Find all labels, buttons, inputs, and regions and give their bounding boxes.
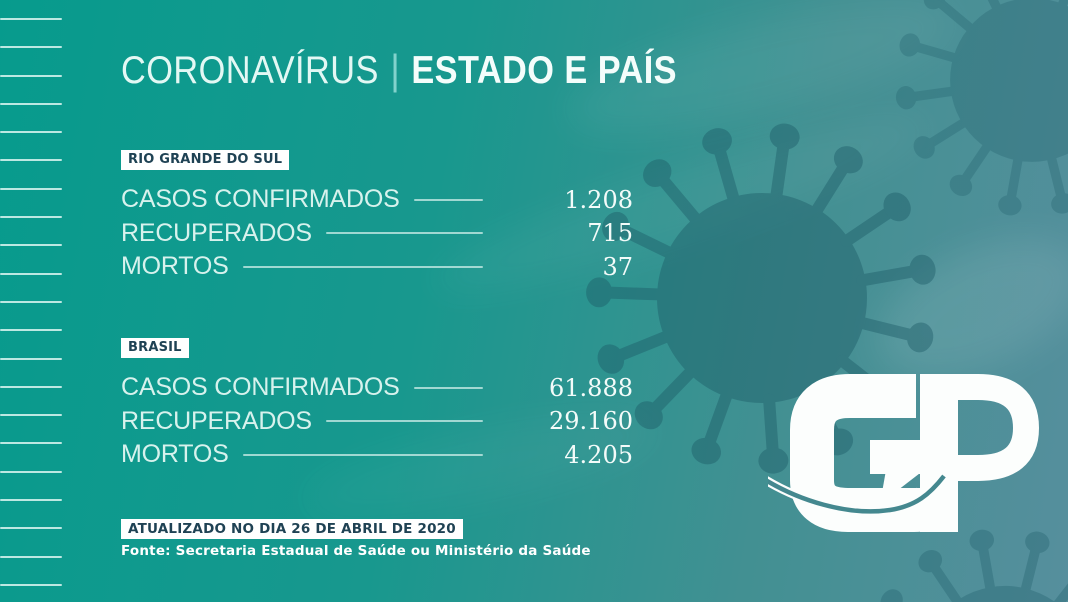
- stat-label: RECUPERADOS: [121, 218, 312, 247]
- title-coronavirus: CORONAVÍRUS: [121, 49, 379, 92]
- footer: ATUALIZADO NO DIA 26 DE ABRIL DE 2020 Fo…: [121, 519, 591, 559]
- logo-swoosh-outline: [768, 473, 948, 516]
- logo-letter-p-stem: [920, 374, 958, 532]
- tick-line: [0, 159, 62, 162]
- stat-rows: CASOS CONFIRMADOS 61.888 RECUPERADOS 29.…: [121, 371, 633, 472]
- title-estado-e-pais: ESTADO E PAÍS: [411, 49, 678, 92]
- stat-label: MORTOS: [121, 440, 229, 469]
- tick-line: [0, 300, 62, 303]
- stat-label: RECUPERADOS: [121, 406, 312, 435]
- stat-label: MORTOS: [121, 252, 229, 281]
- leader-line: [413, 198, 483, 201]
- stat-value: 4.205: [564, 440, 633, 469]
- stat-label: CASOS CONFIRMADOS: [121, 185, 400, 214]
- leader-line: [242, 265, 483, 268]
- stat-value: 1.208: [564, 185, 633, 214]
- section-brasil: BRASIL CASOS CONFIRMADOS 61.888 RECUPERA…: [121, 338, 633, 472]
- stat-row: CASOS CONFIRMADOS 1.208: [121, 183, 633, 217]
- section-badge-brasil: BRASIL: [121, 338, 189, 358]
- stat-row: MORTOS 4.205: [121, 438, 633, 472]
- logo-g-bar: [870, 440, 934, 474]
- stat-row: RECUPERADOS 29.160: [121, 405, 633, 439]
- source-text: Fonte: Secretaria Estadual de Saúde ou M…: [121, 543, 591, 559]
- logo-letter-p-bowl: [936, 374, 1040, 481]
- leader-line: [413, 386, 483, 389]
- tick-line: [0, 499, 62, 502]
- tick-line: [0, 583, 62, 586]
- tick-line: [0, 102, 62, 105]
- tick-line: [0, 385, 62, 388]
- tick-lines: [0, 18, 62, 586]
- title-separator: |: [390, 45, 400, 93]
- leader-line: [325, 232, 483, 235]
- logo-g-arrow: [880, 470, 924, 504]
- light-streak: [856, 210, 1068, 405]
- tick-line: [0, 244, 62, 247]
- stat-value: 61.888: [549, 373, 633, 402]
- tick-line: [0, 329, 62, 332]
- tick-line: [0, 442, 62, 445]
- logo-letter-g: [790, 374, 956, 532]
- stat-row: MORTOS 37: [121, 250, 633, 284]
- stat-value: 29.160: [549, 407, 633, 436]
- tick-line: [0, 18, 62, 20]
- section-rio-grande-do-sul: RIO GRANDE DO SUL CASOS CONFIRMADOS 1.20…: [121, 150, 633, 284]
- stat-row: CASOS CONFIRMADOS 61.888: [121, 371, 633, 405]
- stat-row: RECUPERADOS 715: [121, 217, 633, 251]
- logo-swoosh-cut: [768, 474, 946, 514]
- stat-value: 715: [587, 219, 633, 248]
- tick-line: [0, 470, 62, 473]
- tick-line: [0, 357, 62, 360]
- page-title: CORONAVÍRUS | ESTADO E PAÍS: [121, 45, 678, 93]
- tick-line: [0, 216, 62, 219]
- tick-line: [0, 187, 62, 190]
- leader-line: [242, 453, 483, 456]
- leader-line: [325, 420, 483, 423]
- tick-line: [0, 74, 62, 77]
- tick-line: [0, 555, 62, 558]
- tick-line: [0, 414, 62, 417]
- tick-line: [0, 46, 62, 49]
- tick-line: [0, 131, 62, 134]
- tick-line: [0, 527, 62, 530]
- tick-line: [0, 272, 62, 275]
- updated-badge: ATUALIZADO NO DIA 26 DE ABRIL DE 2020: [121, 519, 463, 539]
- gp-logo: [768, 374, 1040, 532]
- section-badge-rs: RIO GRANDE DO SUL: [121, 150, 290, 170]
- stat-label: CASOS CONFIRMADOS: [121, 373, 400, 402]
- stat-value: 37: [602, 252, 633, 281]
- stat-rows: CASOS CONFIRMADOS 1.208 RECUPERADOS 715 …: [121, 183, 633, 284]
